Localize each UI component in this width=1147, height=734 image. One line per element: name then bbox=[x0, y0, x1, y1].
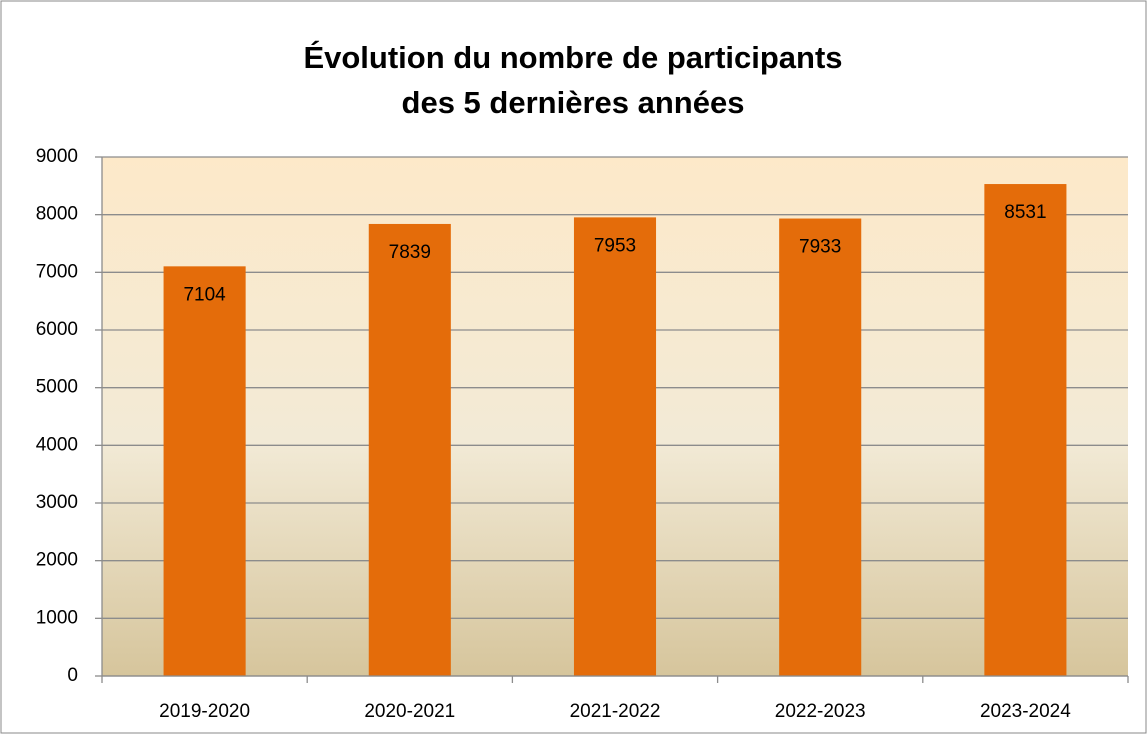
chart-title: Évolution du nombre de participants bbox=[303, 40, 842, 75]
y-tick-label: 8000 bbox=[36, 204, 78, 225]
data-label: 7953 bbox=[594, 235, 636, 256]
y-tick-label: 7000 bbox=[36, 261, 78, 282]
y-tick-label: 6000 bbox=[36, 319, 78, 340]
bar bbox=[779, 218, 862, 676]
y-tick-label: 2000 bbox=[36, 550, 78, 571]
x-tick-label: 2023-2024 bbox=[980, 701, 1071, 722]
data-label: 7933 bbox=[799, 237, 841, 258]
bar bbox=[163, 266, 246, 676]
y-tick-label: 4000 bbox=[36, 434, 78, 455]
data-label: 7839 bbox=[389, 242, 431, 263]
bar bbox=[368, 223, 451, 677]
x-tick-label: 2022-2023 bbox=[775, 701, 866, 722]
bar bbox=[573, 217, 657, 676]
chart-title: des 5 dernières années bbox=[402, 85, 745, 120]
y-tick-label: 0 bbox=[67, 665, 78, 686]
y-tick-label: 1000 bbox=[36, 607, 78, 628]
x-tick-label: 2021-2022 bbox=[570, 701, 661, 722]
y-tick-label: 5000 bbox=[36, 377, 78, 398]
data-label: 7104 bbox=[183, 284, 226, 305]
x-tick-label: 2020-2021 bbox=[364, 701, 455, 722]
y-tick-label: 3000 bbox=[36, 492, 78, 513]
y-tick-label: 9000 bbox=[36, 146, 78, 167]
data-label: 8531 bbox=[1004, 202, 1046, 223]
bar bbox=[984, 184, 1067, 677]
x-tick-label: 2019-2020 bbox=[159, 701, 250, 722]
